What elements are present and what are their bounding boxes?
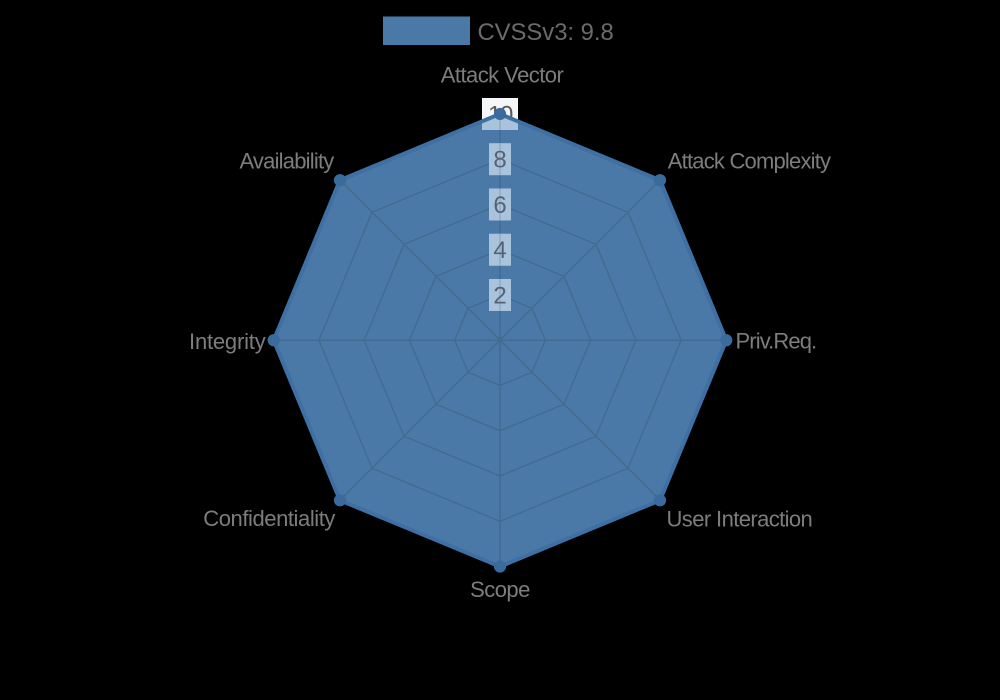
svg-text:8: 8 <box>493 147 506 174</box>
svg-text:6: 6 <box>493 192 506 219</box>
svg-text:CVSSv3: 9.8: CVSSv3: 9.8 <box>478 19 614 46</box>
svg-text:2: 2 <box>493 282 506 309</box>
svg-text:Priv.Req.: Priv.Req. <box>736 329 817 354</box>
svg-text:Integrity: Integrity <box>189 329 266 354</box>
svg-text:Attack Complexity: Attack Complexity <box>668 148 831 173</box>
svg-text:4: 4 <box>493 237 506 264</box>
svg-text:Attack Vector: Attack Vector <box>441 62 564 87</box>
svg-text:Confidentiality: Confidentiality <box>203 506 335 531</box>
svg-text:Availability: Availability <box>239 149 334 174</box>
svg-text:Scope: Scope <box>470 577 530 602</box>
svg-text:User Interaction: User Interaction <box>667 506 813 531</box>
